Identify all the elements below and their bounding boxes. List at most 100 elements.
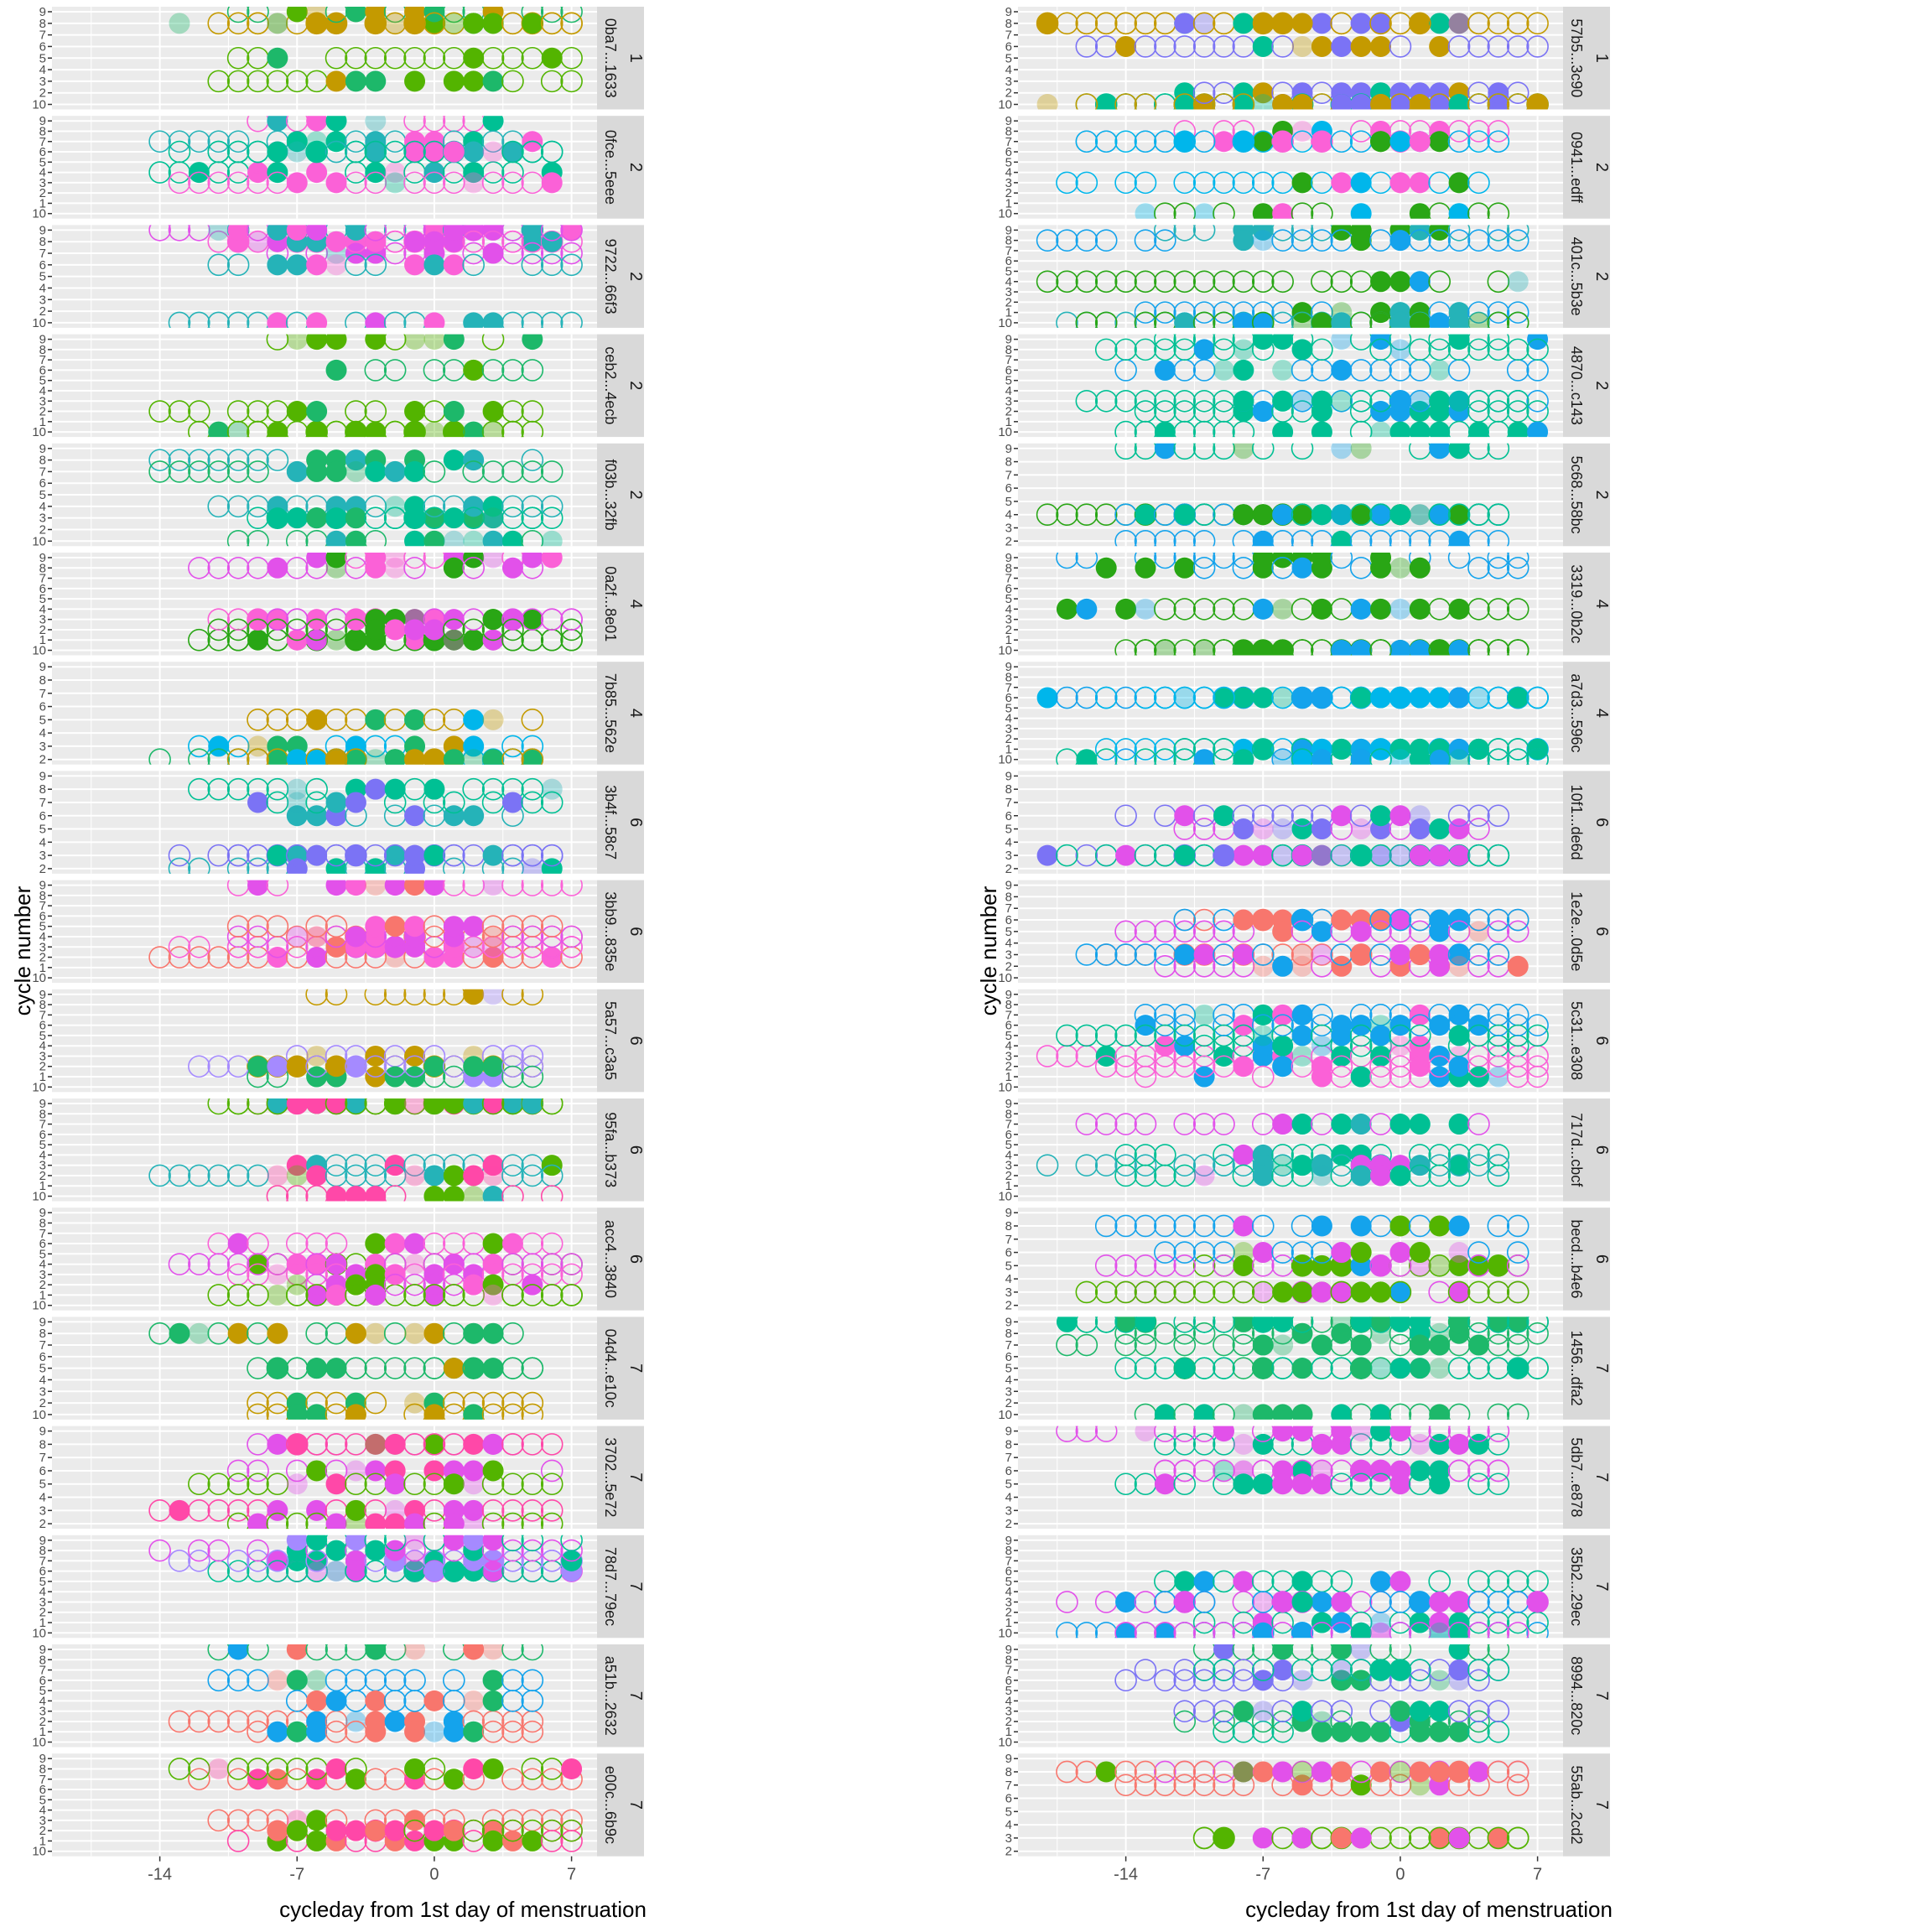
data-point (1076, 598, 1098, 620)
data-point (501, 792, 523, 813)
data-point (1192, 1659, 1216, 1681)
data-point (1252, 35, 1274, 57)
y-tick-label: 1 (39, 1070, 46, 1084)
data-point (1134, 1254, 1157, 1277)
data-point (286, 131, 308, 153)
data-point (365, 421, 387, 438)
data-point (267, 507, 288, 529)
data-point (1487, 1622, 1510, 1639)
y-tick-label: 4 (1005, 1272, 1012, 1286)
data-point (1272, 640, 1294, 656)
data-point (1291, 1761, 1313, 1783)
data-point (1389, 1426, 1411, 1442)
data-point (522, 749, 543, 765)
marker-layer (148, 1535, 583, 1582)
y-tick-label: 2 (1005, 1169, 1012, 1183)
data-point (1389, 1358, 1411, 1379)
data-point (1192, 1024, 1216, 1047)
data-point (1467, 1154, 1490, 1176)
y-tick-label: 7 (39, 572, 46, 586)
data-point (463, 1535, 485, 1551)
data-point (423, 1284, 446, 1306)
y-tick-label: 8 (39, 561, 46, 575)
data-point (1291, 1241, 1314, 1264)
data-point (1506, 1826, 1530, 1850)
data-point (345, 1056, 366, 1078)
data-point (1487, 639, 1510, 656)
data-point (540, 1472, 564, 1496)
data-point (560, 1253, 583, 1275)
data-point (1114, 311, 1137, 328)
y-tick-label: 9 (1005, 114, 1012, 128)
data-point (345, 749, 366, 765)
data-point (1291, 1025, 1313, 1046)
data-point (1192, 81, 1216, 104)
y-tick-label: 8 (39, 1653, 46, 1667)
data-point (365, 1690, 387, 1711)
data-point (1252, 1433, 1274, 1455)
data-point (1350, 172, 1372, 194)
data-point (207, 946, 231, 969)
data-point (1213, 420, 1235, 438)
data-point (1134, 1760, 1157, 1784)
data-point (1232, 171, 1255, 195)
y-tick-label: 3 (39, 1814, 46, 1828)
data-point (247, 1391, 269, 1415)
data-point (423, 1690, 445, 1711)
y-tick-label: 3 (39, 394, 46, 408)
data-point (423, 421, 445, 438)
data-point (1467, 1659, 1490, 1681)
data-point (1311, 749, 1332, 765)
data-point (1506, 639, 1530, 656)
y-tick-label: 6 (1005, 913, 1012, 927)
data-point (1291, 225, 1314, 242)
data-point (443, 805, 465, 827)
facet-group-label: 7 (1592, 1800, 1611, 1810)
data-point (423, 1433, 445, 1455)
data-point (286, 1721, 308, 1742)
data-point (365, 778, 387, 800)
data-point (345, 421, 366, 438)
data-point (1507, 271, 1529, 293)
data-point (482, 1186, 504, 1202)
data-point (306, 1404, 328, 1420)
data-point (384, 1820, 406, 1841)
y-tick-label: 8 (39, 124, 46, 138)
data-point (1467, 338, 1490, 361)
data-point (365, 557, 387, 579)
data-point (501, 1512, 524, 1530)
data-point (1311, 270, 1333, 293)
data-point (1134, 229, 1157, 252)
data-point (325, 1720, 348, 1743)
data-point (1447, 1622, 1471, 1639)
data-point (207, 748, 231, 765)
facet-id-label: 55ab...2cd2 (1568, 1765, 1585, 1844)
data-point (1389, 1826, 1412, 1850)
y-tick-label: 5 (39, 1138, 46, 1152)
data-point (188, 311, 210, 328)
data-point (540, 880, 564, 896)
data-point (1506, 338, 1530, 361)
data-point (521, 1720, 544, 1743)
y-tick-label: 3 (1005, 1504, 1012, 1518)
data-point (1213, 954, 1235, 978)
y-tick-label: 5 (39, 592, 46, 606)
data-point (463, 1165, 485, 1187)
data-point (1094, 943, 1118, 966)
data-point (1213, 1426, 1234, 1442)
data-point (1429, 1591, 1451, 1613)
data-point (1213, 1403, 1235, 1420)
data-point (306, 1165, 328, 1187)
data-point (345, 70, 366, 92)
data-point (286, 1155, 308, 1176)
data-point (1527, 421, 1549, 438)
y-tick-label: 1 (39, 415, 46, 429)
data-point (1467, 1669, 1490, 1692)
x-tick-label: 7 (567, 1866, 576, 1884)
data-point (1232, 1280, 1255, 1304)
data-point (1192, 270, 1216, 293)
data-point (1467, 301, 1490, 324)
